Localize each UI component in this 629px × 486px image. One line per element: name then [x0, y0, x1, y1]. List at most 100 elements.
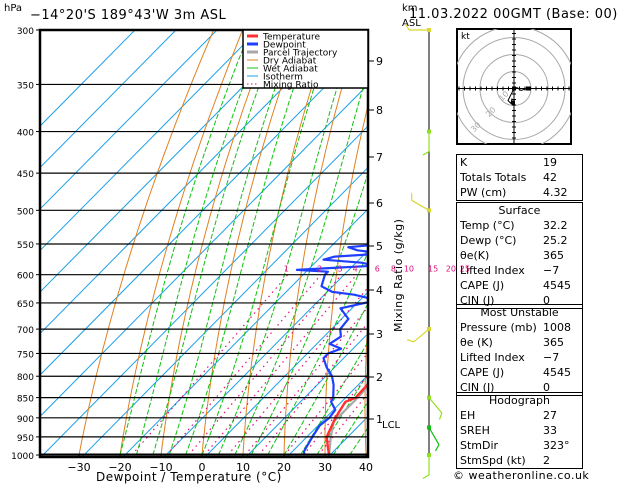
- row-value: 32.2: [543, 219, 568, 232]
- most-unstable-title: Most Unstable: [480, 306, 559, 319]
- row-value: 27: [543, 409, 557, 422]
- mixing-ratio-label: 3: [338, 265, 343, 274]
- km-tick-label: 8: [376, 104, 383, 117]
- mixing-ratio-label: 10: [404, 265, 414, 274]
- wind-barb-feather: [422, 474, 430, 480]
- legend-label: Temperature: [262, 33, 320, 43]
- indices-row: K 19: [457, 155, 582, 170]
- credit-text: © weatheronline.co.uk: [453, 469, 590, 482]
- pressure-tick-label: 300: [17, 27, 34, 37]
- surface-title: Surface: [498, 204, 541, 217]
- km-tick-label: 1: [376, 413, 383, 426]
- wind-barb: [413, 328, 430, 343]
- mixing-ratio-line: [131, 274, 289, 456]
- plot-frame: [38, 28, 370, 459]
- wind-barb-dot: [427, 28, 431, 32]
- isotherm-line: [163, 249, 368, 457]
- pressure-unit-label: hPa: [4, 3, 23, 14]
- row-value: 4.32: [543, 186, 568, 199]
- wet-adiabat-line: [201, 30, 334, 456]
- isotherm-line: [40, 30, 218, 210]
- mixing-ratio-line: [317, 392, 368, 456]
- mixing-ratio-label: 8: [391, 265, 396, 274]
- location-title: −14°20'S 189°43'W 3m ASL: [30, 8, 227, 23]
- most-unstable-row: θe (K) 365: [457, 335, 582, 350]
- x-axis-title: Dewpoint / Temperature (°C): [96, 470, 282, 484]
- pressure-tick-label: 550: [17, 241, 34, 251]
- mixing-ratio-label: 25: [460, 265, 470, 274]
- dry-adiabat-line: [201, 30, 302, 456]
- isotherm-line: [122, 208, 368, 457]
- wet-adiabat-line: [135, 30, 266, 456]
- hodograph-point: [511, 100, 515, 105]
- mixing-ratio-label: 20: [446, 265, 456, 274]
- wind-barb-feather: [422, 151, 430, 156]
- dry-adiabat-line: [404, 30, 446, 455]
- wind-barb-dot: [427, 395, 431, 400]
- height-unit-label: km: [402, 3, 418, 14]
- dry-adiabat-line: [614, 30, 629, 455]
- x-tick-label: 30: [318, 461, 332, 474]
- row-label: Lifted Index: [460, 351, 525, 364]
- mixing-ratio-label: 6: [375, 265, 380, 274]
- row-label: CAPE (J): [460, 279, 505, 292]
- x-tick-label: 40: [359, 461, 373, 474]
- wet-adiabat-line: [299, 340, 368, 456]
- wind-barb-feather: [434, 444, 440, 452]
- lcl-label: LCL: [382, 420, 401, 431]
- mixing-ratio-line: [188, 274, 343, 456]
- pressure-tick-label: 700: [17, 326, 34, 336]
- mixing-ratio-axis-title: Mixing Ratio (g/kg): [392, 218, 405, 332]
- indices-row: PW (cm) 4.32: [457, 185, 582, 200]
- temperature-line: [325, 382, 368, 456]
- isotherm-line: [40, 30, 177, 169]
- pressure-tick-label: 900: [17, 415, 34, 425]
- x-tick-label: −10: [149, 461, 172, 474]
- row-value: −7: [543, 351, 560, 364]
- row-label: Pressure (mb): [460, 321, 537, 334]
- mixing-ratio-label: 4: [353, 265, 358, 274]
- row-label: EH: [460, 409, 476, 422]
- wet-adiabat-line: [152, 30, 281, 456]
- row-label: CIN (J): [460, 294, 495, 307]
- wind-barb-dot: [427, 453, 431, 457]
- row-value: 0: [543, 381, 550, 394]
- wind-barb-dot: [427, 129, 431, 134]
- surface-table: Surface Temp (°C) 32.2 Dewp (°C) 25.2 θe(K) 3…: [456, 202, 583, 309]
- isotherm-line: [40, 30, 341, 335]
- hodograph-point: [512, 86, 516, 91]
- mixing-ratio-line: [204, 274, 358, 456]
- pressure-tick-label: 1000: [11, 452, 34, 462]
- indices-table: K 19 Totals Totals 42 PW (cm) 4.32: [456, 154, 583, 201]
- dry-adiabat-line: [119, 30, 244, 456]
- row-value: 42: [543, 171, 557, 184]
- wind-barb-dot: [427, 425, 431, 430]
- isotherm-line: [40, 30, 259, 252]
- hodograph-point: [526, 86, 530, 91]
- mixing-ratio-line: [302, 374, 368, 456]
- hodograph-table-row: StmSpd (kt) 2: [457, 453, 582, 468]
- wet-adiabat-line: [185, 30, 314, 456]
- dry-adiabat-line: [283, 30, 360, 456]
- hodograph-table-row: StmDir 323°: [457, 438, 582, 453]
- x-tick-label: 10: [236, 461, 250, 474]
- row-label: StmDir: [460, 439, 499, 452]
- most-unstable-row: CAPE (J) 4545: [457, 365, 582, 380]
- row-label: K: [460, 156, 468, 169]
- row-label: PW (cm): [460, 186, 507, 199]
- km-tick-label: 2: [376, 371, 383, 384]
- hodograph-table: Hodograph EH 27 SREH 33 StmDir 323° StmSpd (kt…: [456, 392, 583, 469]
- row-value: 2: [543, 454, 550, 467]
- wind-barb-feather: [438, 412, 443, 420]
- dry-adiabat-line: [364, 312, 368, 456]
- pressure-tick-label: 600: [17, 272, 34, 282]
- row-label: Dewp (°C): [460, 234, 517, 247]
- hodograph-table-row: SREH 33: [457, 423, 582, 438]
- km-tick-label: 3: [376, 328, 383, 341]
- mixing-ratio-line: [227, 286, 368, 456]
- surface-row: Lifted Index −7: [457, 263, 582, 278]
- isotherm-line: [40, 30, 300, 293]
- row-value: −7: [543, 264, 560, 277]
